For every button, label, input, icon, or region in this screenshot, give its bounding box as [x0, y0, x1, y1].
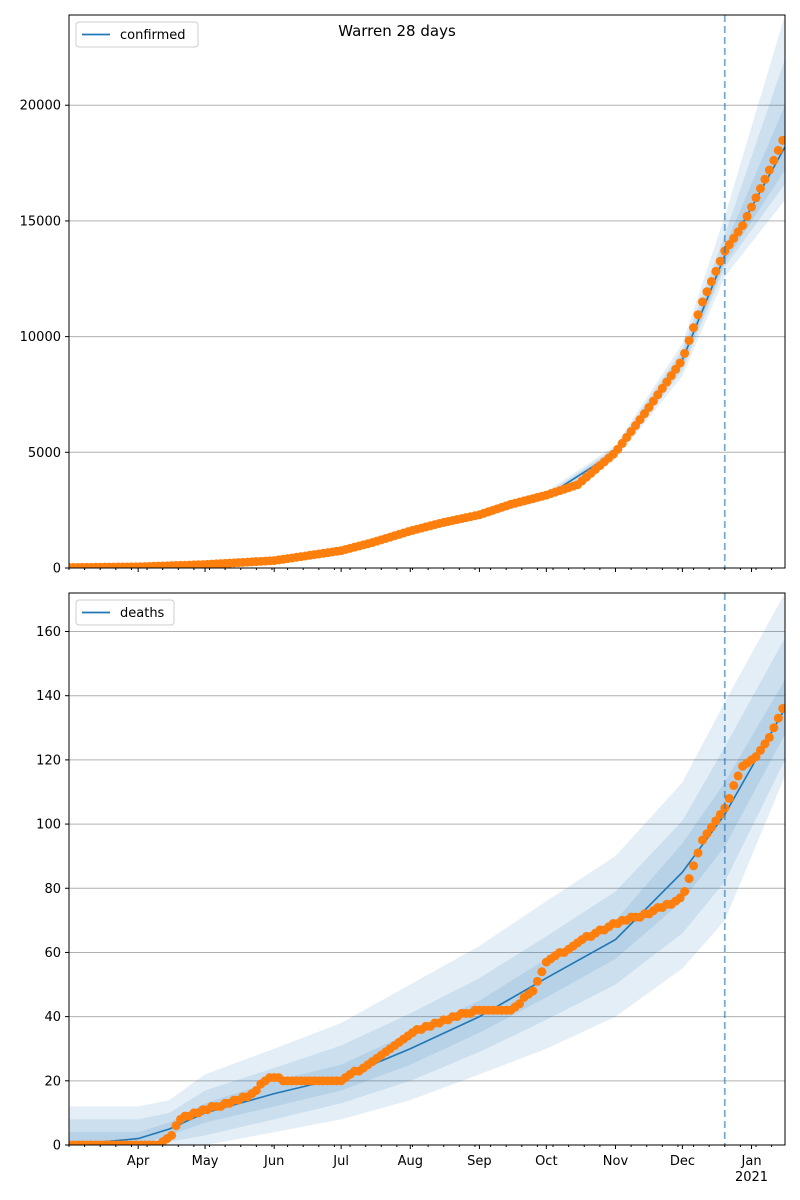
x-tick-label: May: [192, 1154, 219, 1169]
y-tick-label: 160: [36, 625, 61, 640]
y-tick-label: 10000: [20, 330, 61, 345]
observed-point: [724, 793, 734, 803]
observed-point: [532, 976, 542, 986]
observed-point: [689, 323, 699, 333]
observed-point: [751, 752, 761, 762]
observed-point: [764, 165, 774, 175]
uncertainty-band: [69, 637, 785, 1145]
observed-point: [666, 371, 676, 381]
y-tick-label: 20: [44, 1074, 61, 1089]
observed-point: [680, 348, 690, 358]
observed-point: [755, 184, 765, 194]
observed-point: [751, 193, 761, 203]
x-tick-label: Apr: [127, 1154, 150, 1169]
x-tick-sublabel: 2021: [735, 1170, 768, 1185]
observed-point: [747, 202, 757, 212]
observed-point: [648, 396, 658, 406]
y-tick-label: 140: [36, 689, 61, 704]
observed-point: [778, 704, 785, 714]
legend-box: [75, 21, 199, 48]
y-tick-label: 60: [44, 946, 61, 961]
confirmed-panel: 0 5000 10000 15000 20000 confirmed: [20, 14, 786, 577]
uncertainty-band: [69, 58, 785, 568]
observed-point: [724, 240, 734, 250]
observed-point: [733, 227, 743, 237]
x-tick-label: Nov: [603, 1154, 629, 1169]
uncertainty-band: [69, 593, 785, 1145]
observed-point: [764, 732, 774, 742]
observed-point: [167, 1130, 177, 1140]
y-tick-label: 20000: [20, 99, 61, 114]
y-tick-label: 15000: [20, 214, 61, 229]
observed-point: [773, 713, 783, 723]
observed-point: [684, 335, 694, 345]
observed-point: [760, 174, 770, 184]
y-tick-label: 0: [53, 1139, 61, 1154]
observed-point: [773, 145, 783, 155]
observed-point: [697, 835, 707, 845]
observed-point: [697, 297, 707, 307]
observed-point: [715, 809, 725, 819]
x-tick-label: Dec: [670, 1154, 695, 1169]
observed-point: [693, 310, 703, 320]
observed-point: [528, 986, 538, 996]
observed-point: [653, 390, 663, 400]
axes-frame: [68, 592, 786, 1146]
observed-point: [742, 211, 752, 221]
y-tick-label: 80: [44, 882, 61, 897]
deaths-panel: 0 20 40 60 80 100 120 140 160 Apr May Jun Jul Aug Sep O…: [36, 592, 786, 1185]
y-tick-label: 100: [36, 818, 61, 833]
x-tick-label: Oct: [535, 1154, 557, 1169]
observed-point: [769, 155, 779, 165]
uncertainty-band: [69, 15, 785, 568]
observed-point: [537, 967, 547, 977]
y-tick-label: 40: [44, 1010, 61, 1025]
observed-point: [680, 886, 690, 896]
x-tick-label: Aug: [398, 1154, 423, 1169]
observed-point: [657, 383, 667, 393]
figure-title: Warren 28 days: [338, 22, 456, 40]
observed-point: [729, 781, 739, 791]
observed-point: [706, 822, 716, 832]
observed-point: [738, 221, 748, 231]
observed-point: [711, 266, 721, 276]
observed-point: [760, 739, 770, 749]
observed-point: [693, 848, 703, 858]
observed-point: [755, 745, 765, 755]
x-tick-label: Sep: [467, 1154, 492, 1169]
observed-point: [515, 999, 525, 1009]
observed-point: [715, 256, 725, 266]
observed-point: [702, 829, 712, 839]
observed-point: [778, 135, 785, 145]
y-tick-label: 120: [36, 753, 61, 768]
observed-point: [733, 771, 743, 781]
observed-point: [689, 861, 699, 871]
observed-point: [675, 893, 685, 903]
x-tick-label: Jul: [332, 1154, 349, 1169]
observed-point: [251, 1085, 261, 1095]
y-tick-label: 5000: [28, 446, 61, 461]
x-tick-label: Jun: [263, 1154, 284, 1169]
observed-point: [171, 1121, 181, 1131]
observed-point: [644, 402, 654, 412]
axes-frame: [68, 14, 786, 569]
observed-point: [706, 277, 716, 287]
observed-point: [769, 723, 779, 733]
y-tick-label: 0: [53, 562, 61, 577]
observed-point: [684, 874, 694, 884]
observed-point: [702, 287, 712, 297]
observed-point: [671, 364, 681, 374]
legend-label: deaths: [120, 606, 165, 621]
model-line: [69, 708, 785, 1145]
legend-box: [75, 599, 175, 626]
legend-label: confirmed: [120, 28, 186, 43]
plot-area: [69, 593, 785, 1145]
x-tick-label: Jan: [741, 1154, 762, 1169]
observed-point: [675, 358, 685, 368]
plot-area: [69, 15, 785, 568]
observed-point: [729, 233, 739, 243]
observed-point: [711, 816, 721, 826]
observed-point: [662, 377, 672, 387]
